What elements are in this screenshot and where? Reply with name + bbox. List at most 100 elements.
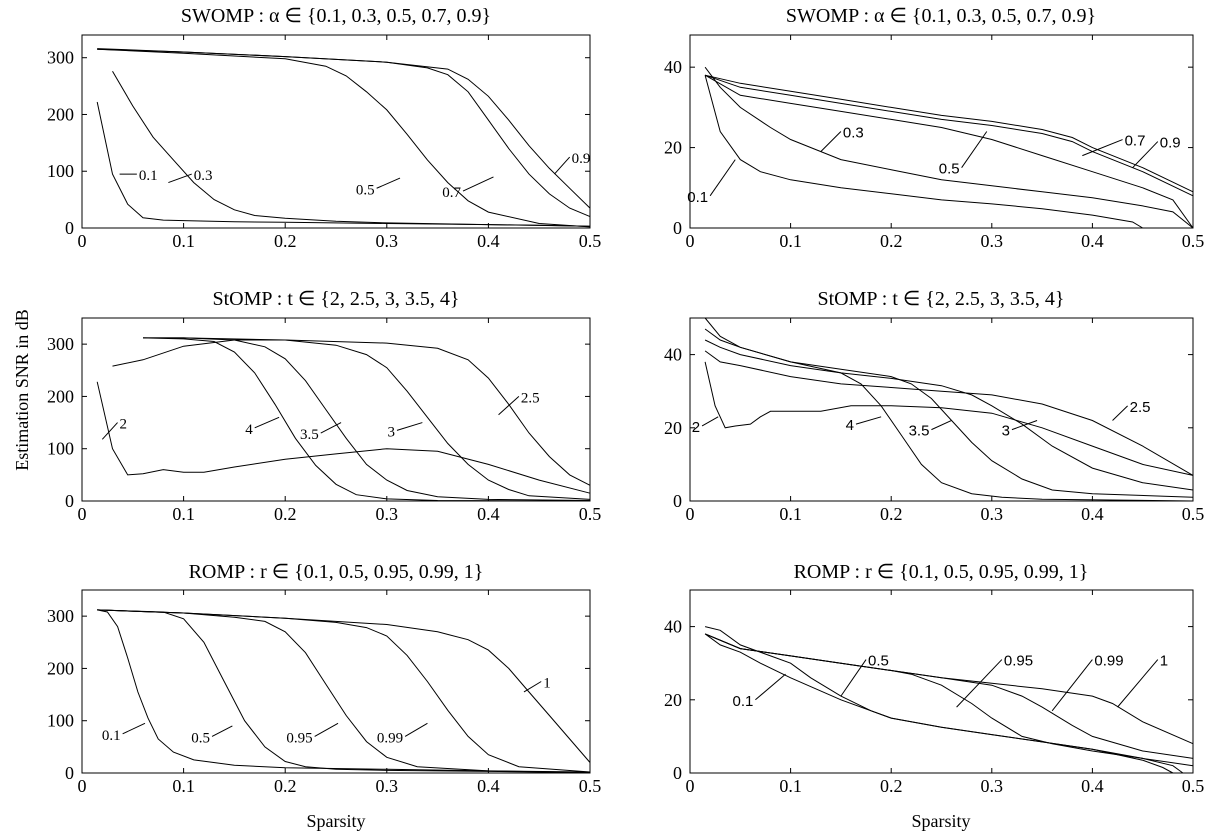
figure-ylabel: Estimation SNR in dB [12, 309, 32, 471]
annotation-leader [820, 131, 842, 152]
annotation-label: 3 [387, 424, 395, 440]
annotation-label: 0.9 [1160, 135, 1181, 152]
annotation-label: 0.5 [868, 653, 889, 670]
x-tick-label: 0.3 [981, 231, 1004, 251]
x-tick-label: 0 [686, 231, 695, 251]
x-tick-label: 0 [686, 776, 695, 796]
annotation-label: 0.1 [687, 189, 708, 206]
annotation-leader [840, 659, 867, 697]
annotation-leader [1117, 659, 1159, 708]
annotation-leader [168, 173, 192, 184]
x-tick-label: 0.5 [579, 776, 602, 796]
y-tick-label: 200 [47, 104, 74, 124]
x-tick-label: 0.1 [172, 231, 195, 251]
series-line-1 [97, 609, 591, 763]
annotation-leader [314, 722, 339, 737]
annotation-leader [554, 156, 571, 175]
x-tick-label: 0.5 [1182, 504, 1205, 524]
annotation-leader [122, 722, 146, 735]
x-tick-label: 0.3 [981, 776, 1004, 796]
annotation-label: 4 [846, 417, 854, 434]
x-tick-label: 0.2 [880, 504, 903, 524]
annotation-label: 2.5 [1130, 399, 1151, 416]
x-tick-label: 0.1 [779, 776, 802, 796]
y-tick-label: 100 [47, 711, 74, 731]
x-tick-label: 0.4 [477, 231, 500, 251]
series-line-2 [704, 361, 1194, 476]
series-line-0-1 [96, 101, 591, 227]
annotation-leader [1051, 659, 1093, 712]
series-line-3-5 [143, 337, 591, 501]
annotation-leader [404, 722, 428, 737]
series-line-0-99 [97, 609, 591, 773]
series-line-1 [704, 633, 1194, 745]
x-tick-label: 0.5 [1182, 776, 1205, 796]
series-line-2 [96, 381, 591, 494]
plot-frame [81, 34, 591, 229]
annotation-label: 1 [543, 676, 551, 692]
y-tick-label: 300 [47, 48, 74, 68]
annotation-leader [211, 725, 233, 737]
x-tick-label: 0.2 [880, 776, 903, 796]
annotation-label: 0.5 [939, 161, 960, 178]
x-tick-label: 0.4 [1081, 231, 1104, 251]
annotation-leader [755, 673, 786, 701]
series-line-4 [142, 337, 591, 502]
x-tick-label: 0.5 [579, 504, 602, 524]
annotation-label: 0.7 [442, 185, 461, 201]
y-tick-label: 100 [47, 439, 74, 459]
series-line-0-5 [704, 626, 1184, 774]
chart-stomp-right: StOMP : t ∈ {2, 2.5, 3, 3.5, 4} 0 0.1 0.2 0… [664, 288, 1204, 524]
x-tick-label: 0.3 [981, 504, 1004, 524]
x-tick-label: 0 [78, 504, 87, 524]
chart-stomp-left: StOMP : t ∈ {2, 2.5, 3, 3.5, 4} 0 0.1 0.2 0… [47, 288, 601, 524]
chart-title: ROMP : r ∈ {0.1, 0.5, 0.95, 0.99, 1} [189, 561, 484, 583]
y-tick-label: 20 [664, 418, 682, 438]
annotation-label: 0.1 [139, 168, 158, 184]
x-axis-label: Sparsity [911, 811, 970, 831]
annotation-leader [254, 416, 280, 429]
series-line-0-9 [97, 48, 591, 209]
series-line-0-9 [704, 74, 1194, 193]
y-tick-label: 0 [65, 218, 74, 238]
series-line-2-5 [112, 339, 591, 486]
annotation-leader [961, 131, 988, 168]
x-tick-label: 0.4 [477, 776, 500, 796]
plot-marks: 0 0.1 0.2 0.3 0.4 0.5 0 100 200 300 0.1 0.5 0.95 0.99… [47, 590, 601, 796]
annotation-leader [1011, 420, 1038, 431]
x-tick-label: 0 [78, 231, 87, 251]
annotation-leader [320, 422, 342, 434]
chart-romp-left: ROMP : r ∈ {0.1, 0.5, 0.95, 0.99, 1} 0 0.… [47, 561, 601, 831]
annotation-label: 3.5 [909, 423, 930, 440]
annotation-leader [498, 396, 520, 416]
x-tick-label: 0.3 [376, 231, 399, 251]
chart-title: SWOMP : α ∈ {0.1, 0.3, 0.5, 0.7, 0.9} [181, 5, 491, 27]
chart-title: ROMP : r ∈ {0.1, 0.5, 0.95, 0.99, 1} [794, 561, 1089, 583]
x-tick-label: 0.4 [1081, 504, 1104, 524]
plot-frame [81, 317, 591, 502]
series-line-0-3 [112, 71, 591, 227]
annotation-label: 3 [1002, 423, 1010, 440]
y-tick-label: 300 [47, 606, 74, 626]
x-tick-label: 0.2 [274, 504, 297, 524]
annotation-label: 0.95 [286, 730, 312, 746]
annotation-label: 0.5 [191, 730, 210, 746]
annotation-leader [701, 416, 719, 427]
plot-frame [689, 317, 1194, 502]
x-tick-label: 0.3 [376, 504, 399, 524]
series-line-0-7 [704, 74, 1194, 197]
x-tick-label: 0.2 [274, 776, 297, 796]
x-tick-label: 0.1 [779, 231, 802, 251]
y-tick-label: 200 [47, 658, 74, 678]
chart-title: StOMP : t ∈ {2, 2.5, 3, 3.5, 4} [212, 288, 459, 310]
annotation-leader [1132, 141, 1159, 169]
annotation-label: 0.99 [1094, 653, 1123, 670]
x-tick-label: 0.4 [1081, 776, 1104, 796]
y-tick-label: 0 [673, 218, 682, 238]
x-tick-label: 0.4 [477, 504, 500, 524]
annotation-label: 4 [245, 422, 253, 438]
chart-title: StOMP : t ∈ {2, 2.5, 3, 3.5, 4} [817, 288, 1064, 310]
plot-marks: 0 0.1 0.2 0.3 0.4 0.5 0 20 40 2 4 3.5 3 2.5 [664, 317, 1205, 524]
series-line-0-95 [97, 609, 591, 773]
